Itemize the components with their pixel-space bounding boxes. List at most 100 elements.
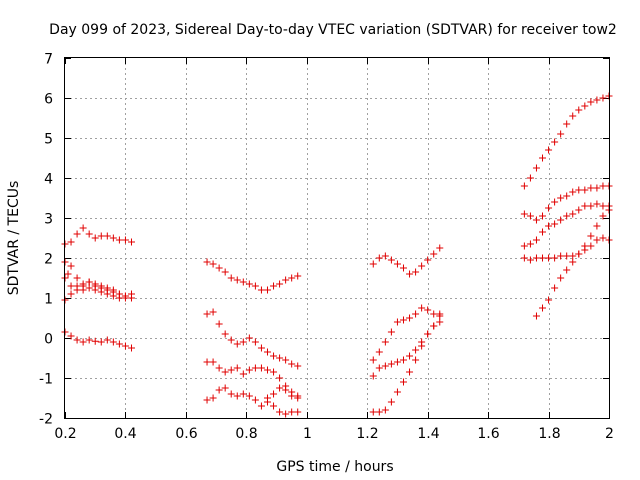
data-point bbox=[97, 282, 105, 290]
data-point bbox=[263, 394, 271, 402]
data-point bbox=[91, 337, 99, 345]
y-tick-label: -1 bbox=[39, 372, 53, 388]
data-point bbox=[85, 284, 93, 292]
data-point bbox=[532, 254, 540, 262]
data-point bbox=[103, 284, 111, 292]
data-point bbox=[569, 188, 577, 196]
satellite-track bbox=[520, 182, 613, 224]
data-point bbox=[245, 334, 253, 342]
data-point bbox=[569, 112, 577, 120]
satellite-track bbox=[520, 92, 613, 190]
data-point bbox=[418, 304, 426, 312]
data-point bbox=[520, 210, 528, 218]
data-point bbox=[520, 254, 528, 262]
data-point bbox=[563, 252, 571, 260]
data-point bbox=[526, 212, 534, 220]
data-point bbox=[563, 212, 571, 220]
data-point bbox=[215, 264, 223, 272]
data-point bbox=[85, 230, 93, 238]
data-point bbox=[209, 358, 217, 366]
data-point bbox=[251, 338, 259, 346]
data-point bbox=[563, 192, 571, 200]
data-point bbox=[532, 312, 540, 320]
data-point bbox=[393, 358, 401, 366]
data-point bbox=[270, 282, 278, 290]
data-point bbox=[221, 268, 229, 276]
data-point bbox=[97, 232, 105, 240]
data-point bbox=[233, 392, 241, 400]
data-point bbox=[551, 220, 559, 228]
data-point bbox=[251, 396, 259, 404]
data-point bbox=[73, 274, 81, 282]
x-tick-label: 1.4 bbox=[417, 426, 439, 442]
data-point bbox=[67, 262, 75, 270]
data-point bbox=[412, 356, 420, 364]
data-point bbox=[551, 254, 559, 262]
data-point bbox=[221, 330, 229, 338]
y-tick-label: 5 bbox=[44, 132, 53, 148]
data-point bbox=[551, 138, 559, 146]
data-point bbox=[581, 186, 589, 194]
data-point bbox=[233, 340, 241, 348]
data-point bbox=[557, 252, 565, 260]
y-tick-label: 1 bbox=[44, 292, 53, 308]
data-point bbox=[121, 236, 129, 244]
data-point bbox=[412, 346, 420, 354]
data-point bbox=[67, 290, 75, 298]
data-point bbox=[288, 360, 296, 368]
data-point bbox=[545, 146, 553, 154]
data-point bbox=[539, 254, 547, 262]
data-point bbox=[294, 362, 302, 370]
data-point bbox=[121, 292, 129, 300]
data-point bbox=[73, 336, 81, 344]
data-point bbox=[599, 182, 607, 190]
satellite-track bbox=[61, 258, 135, 300]
data-point bbox=[288, 408, 296, 416]
data-point bbox=[215, 386, 223, 394]
data-point bbox=[526, 256, 534, 264]
data-point bbox=[270, 402, 278, 410]
data-point bbox=[539, 304, 547, 312]
satellite-track bbox=[369, 310, 444, 416]
satellite-track bbox=[532, 206, 613, 320]
data-point bbox=[257, 286, 265, 294]
data-point bbox=[203, 310, 211, 318]
plot-frame bbox=[64, 57, 610, 419]
satellite-track bbox=[369, 318, 444, 380]
data-point bbox=[526, 240, 534, 248]
data-point bbox=[381, 338, 389, 346]
data-point bbox=[557, 194, 565, 202]
data-point bbox=[245, 392, 253, 400]
data-point bbox=[282, 410, 290, 418]
satellite-track bbox=[369, 244, 444, 278]
data-point bbox=[215, 320, 223, 328]
y-tick-label: -2 bbox=[39, 412, 53, 428]
data-point bbox=[263, 366, 271, 374]
data-point bbox=[270, 390, 278, 398]
data-point bbox=[257, 364, 265, 372]
x-tick-label: 1.6 bbox=[477, 426, 499, 442]
data-point bbox=[288, 392, 296, 400]
data-point bbox=[387, 256, 395, 264]
satellite-track bbox=[61, 278, 135, 304]
data-point bbox=[79, 282, 87, 290]
data-point bbox=[227, 366, 235, 374]
data-point bbox=[215, 364, 223, 372]
data-point bbox=[587, 242, 595, 250]
y-tick-label: 2 bbox=[44, 252, 53, 268]
y-tick-label: 0 bbox=[44, 332, 53, 348]
data-point bbox=[245, 366, 253, 374]
x-tick-label: 2 bbox=[605, 426, 614, 442]
satellite-track bbox=[369, 304, 444, 364]
data-point bbox=[399, 264, 407, 272]
data-point bbox=[282, 276, 290, 284]
data-point bbox=[109, 286, 117, 294]
data-point bbox=[73, 286, 81, 294]
data-point bbox=[251, 282, 259, 290]
data-point bbox=[399, 316, 407, 324]
data-point bbox=[436, 244, 444, 252]
data-point bbox=[276, 280, 284, 288]
data-point bbox=[257, 402, 265, 410]
data-point bbox=[387, 360, 395, 368]
